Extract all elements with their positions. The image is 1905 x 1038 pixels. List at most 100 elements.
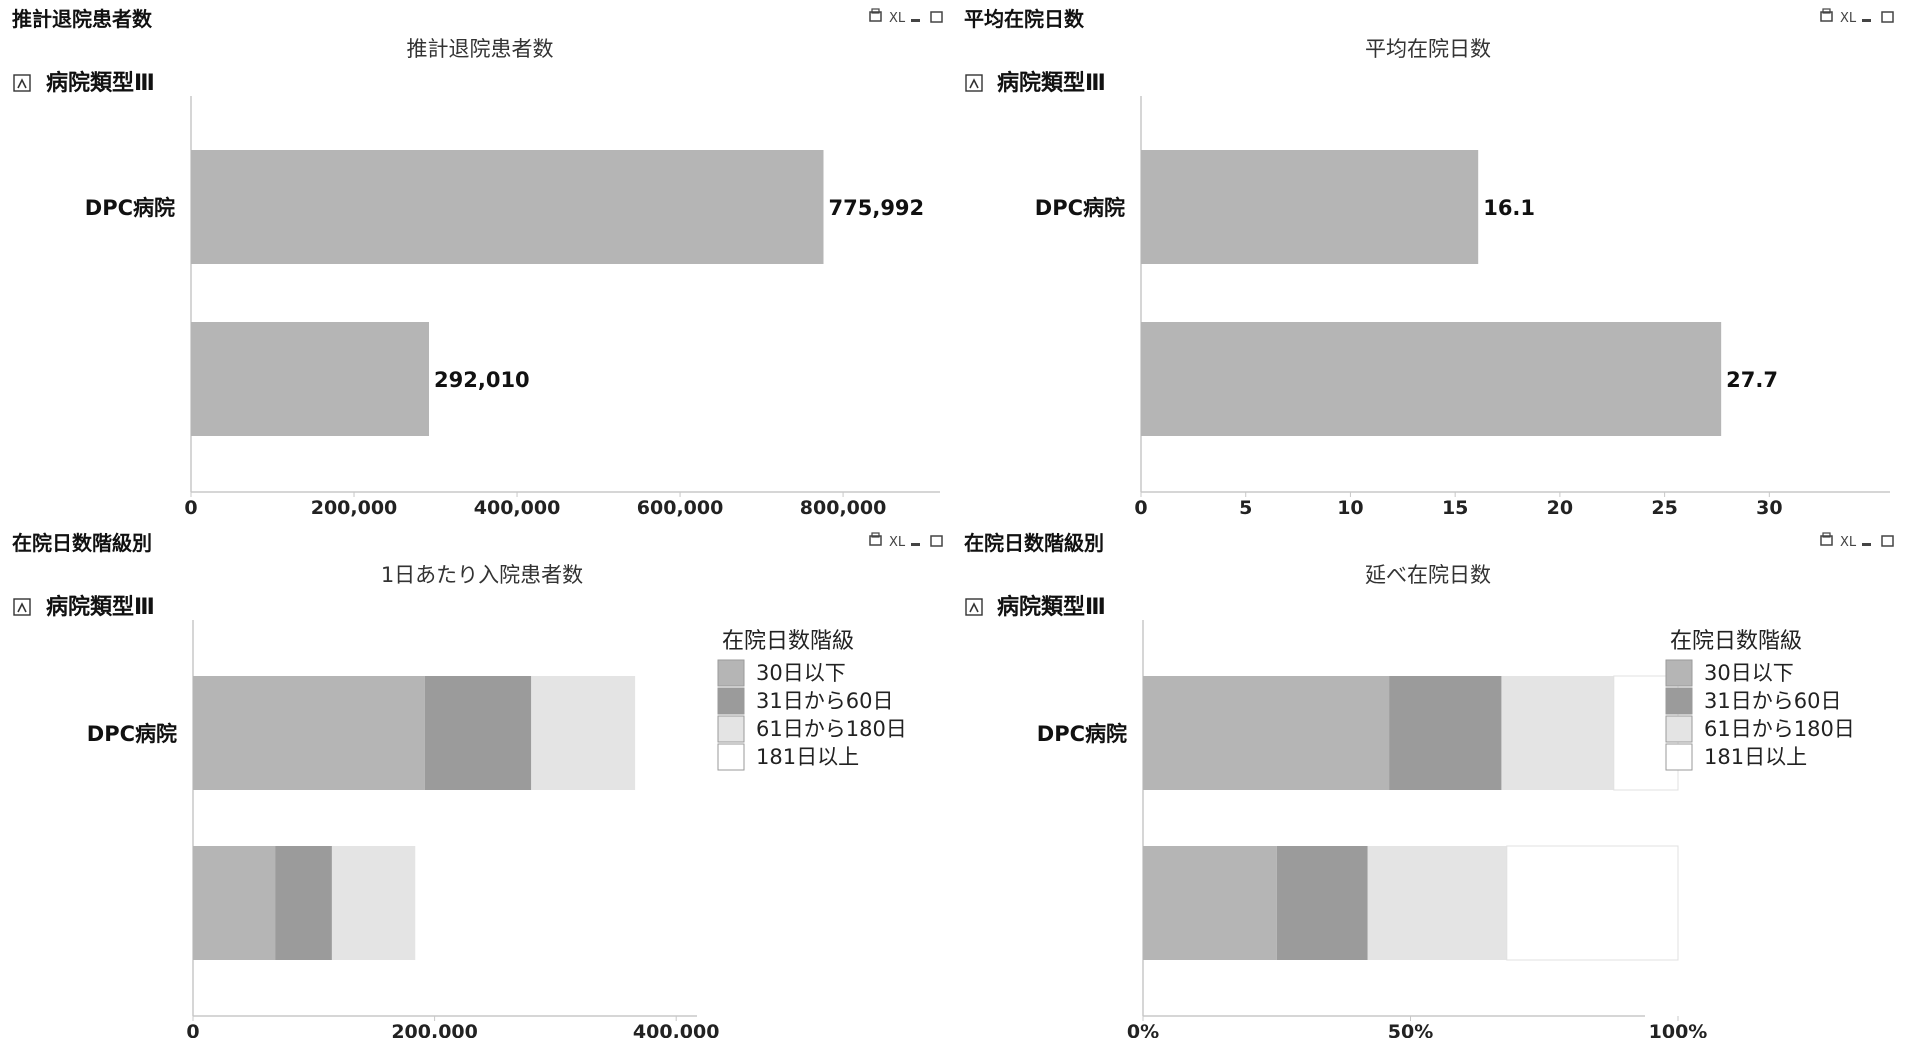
data-label: 775,992	[829, 196, 925, 220]
bar-segment[interactable]	[1367, 846, 1507, 960]
print-icon[interactable]	[869, 532, 882, 546]
legend-item-label: 181日以上	[1704, 745, 1807, 769]
x-tick-label: 400,000	[474, 497, 561, 519]
maximize-icon[interactable]	[930, 535, 943, 547]
maximize-icon[interactable]	[1881, 535, 1894, 547]
x-tick-label: 200,000	[311, 497, 398, 519]
legend-item-label: 30日以下	[756, 661, 846, 685]
bar-segment[interactable]	[424, 676, 532, 790]
bar-segment[interactable]	[193, 846, 276, 960]
bar[interactable]	[191, 150, 824, 264]
print-icon[interactable]	[1820, 532, 1833, 546]
excel-export-button[interactable]: XL	[889, 535, 906, 550]
legend-item-label: 181日以上	[756, 745, 859, 769]
chart-1-plot: 0 200,000 400,000 600,000 800,000 DPC病院 775,99…	[85, 96, 940, 519]
x-tick-label: 0	[186, 1021, 199, 1038]
data-label: 292,010	[434, 368, 530, 392]
minimize-icon[interactable]	[1862, 19, 1871, 22]
drill-up-icon[interactable]	[965, 74, 983, 92]
panel-4-controls: XL	[1820, 532, 1894, 550]
data-label: 16.1	[1483, 196, 1535, 220]
legend-item-label: 61日から180日	[756, 717, 907, 741]
bar-segment[interactable]	[275, 846, 332, 960]
bar-segment[interactable]	[1389, 676, 1502, 790]
drill-label[interactable]: 病院類型Ⅲ	[997, 594, 1106, 620]
chart-1-title: 推計退院患者数	[407, 37, 554, 61]
panel-3-title: 在院日数階級別	[12, 531, 152, 555]
bar-segment[interactable]	[1506, 845, 1679, 961]
x-tick-label: 20	[1547, 497, 1573, 519]
panel-1-title: 推計退院患者数	[12, 7, 153, 31]
drill-label[interactable]: 病院類型Ⅲ	[46, 70, 155, 96]
panel-1-controls: XL	[869, 8, 943, 26]
category-label: DPC病院	[87, 722, 177, 746]
legend-title: 在院日数階級	[722, 629, 854, 654]
category-label: DPC病院	[85, 196, 175, 220]
legend-swatch	[1665, 687, 1693, 715]
x-tick-label: 100%	[1649, 1021, 1708, 1038]
legend-swatch	[1665, 659, 1693, 687]
bar-segment[interactable]	[531, 676, 636, 790]
x-tick-label: 15	[1442, 497, 1468, 519]
panel-4-title: 在院日数階級別	[964, 531, 1104, 555]
x-tick-label: 25	[1651, 497, 1677, 519]
legend-title: 在院日数階級	[1670, 629, 1802, 654]
panel-3-controls: XL	[869, 532, 943, 550]
panel-4: 在院日数階級別 XL 延べ在院日数 病院類型Ⅲ 0% 50% 100% DPC病院 在院…	[964, 531, 1894, 1038]
x-tick-label: 30	[1756, 497, 1782, 519]
minimize-icon[interactable]	[911, 19, 920, 22]
bar-segment[interactable]	[1143, 676, 1390, 790]
print-icon[interactable]	[1820, 8, 1833, 22]
x-tick-label: 0%	[1127, 1021, 1159, 1038]
legend-swatch	[717, 715, 745, 743]
category-label: DPC病院	[1035, 196, 1125, 220]
x-tick-label: 10	[1337, 497, 1363, 519]
chart-4-plot: 0% 50% 100% DPC病院 在院日数階級 30日以下 31日から60日 61日から18…	[1037, 620, 1855, 1038]
drill-up-icon[interactable]	[965, 598, 983, 616]
panel-2-controls: XL	[1820, 8, 1894, 26]
bar-segment[interactable]	[1143, 846, 1277, 960]
legend-swatch	[1665, 743, 1693, 771]
drill-label[interactable]: 病院類型Ⅲ	[46, 594, 155, 620]
category-label: DPC病院	[1037, 722, 1127, 746]
panel-1: 推計退院患者数 XL 推計退院患者数 病院類型Ⅲ 0 200,000 400,000…	[12, 7, 943, 519]
x-tick-label: 600,000	[637, 497, 724, 519]
panel-3: 在院日数階級別 XL 1日あたり入院患者数 病院類型Ⅲ 0 200,000 400,…	[12, 531, 943, 1038]
x-tick-label: 0	[1134, 497, 1147, 519]
x-tick-label: 50%	[1388, 1021, 1433, 1038]
excel-export-button[interactable]: XL	[1840, 11, 1857, 26]
drill-label[interactable]: 病院類型Ⅲ	[997, 70, 1106, 96]
bar[interactable]	[1141, 322, 1722, 436]
bar-segment[interactable]	[1501, 676, 1614, 790]
chart-4-title: 延べ在院日数	[1365, 563, 1491, 587]
x-tick-label: 400,000	[633, 1021, 720, 1038]
chart-3-title: 1日あたり入院患者数	[381, 563, 583, 587]
bar-segment[interactable]	[193, 676, 425, 790]
x-tick-label: 800,000	[800, 497, 887, 519]
drill-up-icon[interactable]	[13, 598, 31, 616]
maximize-icon[interactable]	[930, 11, 943, 23]
bar[interactable]	[191, 322, 430, 436]
legend-item-label: 61日から180日	[1704, 717, 1855, 741]
legend-swatch	[717, 659, 745, 687]
minimize-icon[interactable]	[1862, 543, 1871, 546]
minimize-icon[interactable]	[911, 543, 920, 546]
excel-export-button[interactable]: XL	[889, 11, 906, 26]
chart-2-title: 平均在院日数	[1365, 37, 1491, 61]
drill-up-icon[interactable]	[13, 74, 31, 92]
panel-2: 平均在院日数 XL 平均在院日数 病院類型Ⅲ 0 5 10 15 20 25 30 DPC病院…	[964, 7, 1894, 519]
print-icon[interactable]	[869, 8, 882, 22]
bar[interactable]	[1141, 150, 1479, 264]
legend-swatch	[1665, 715, 1693, 743]
data-label: 27.7	[1726, 368, 1778, 392]
legend-swatch	[717, 743, 745, 771]
bar-segment[interactable]	[1276, 846, 1368, 960]
x-tick-label: 5	[1239, 497, 1252, 519]
chart-2-plot: 0 5 10 15 20 25 30 DPC病院 16.1 27.7	[1035, 96, 1890, 519]
excel-export-button[interactable]: XL	[1840, 535, 1857, 550]
maximize-icon[interactable]	[1881, 11, 1894, 23]
legend-item-label: 31日から60日	[756, 689, 893, 713]
legend-item-label: 30日以下	[1704, 661, 1794, 685]
bar-segment[interactable]	[331, 846, 416, 960]
